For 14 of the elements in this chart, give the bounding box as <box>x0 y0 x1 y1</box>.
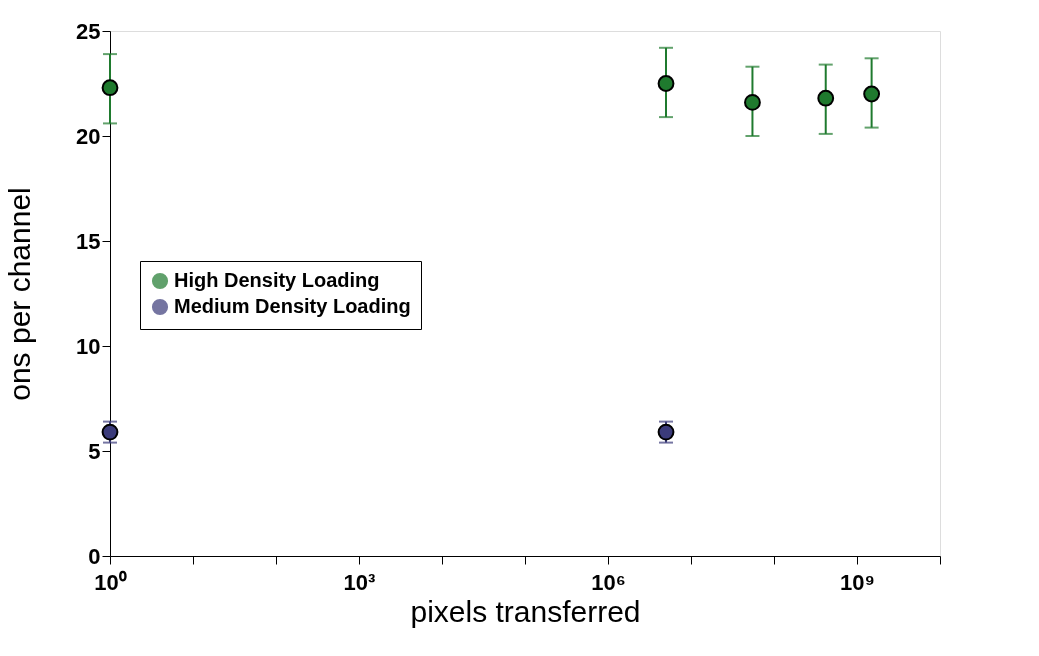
x-tick-label: 10⁶ <box>591 569 626 595</box>
x-tick-label: 10³ <box>343 569 376 595</box>
x-tick-label: 10⁰ <box>94 569 127 595</box>
x-tick-label: 10⁹ <box>840 569 875 595</box>
y-tick-label: 0 <box>88 543 101 569</box>
legend-label: High Density Loading <box>174 269 380 291</box>
y-tick-label: 10 <box>76 333 101 359</box>
y-axis-title: ons per channel <box>3 187 37 401</box>
y-tick-label: 5 <box>88 438 101 464</box>
y-tick-label: 20 <box>76 123 101 149</box>
y-tick-label: 25 <box>76 18 101 44</box>
y-tick-label: 15 <box>76 228 101 254</box>
legend-label: Medium Density Loading <box>174 295 411 317</box>
x-axis-title: pixels transferred <box>410 594 641 628</box>
